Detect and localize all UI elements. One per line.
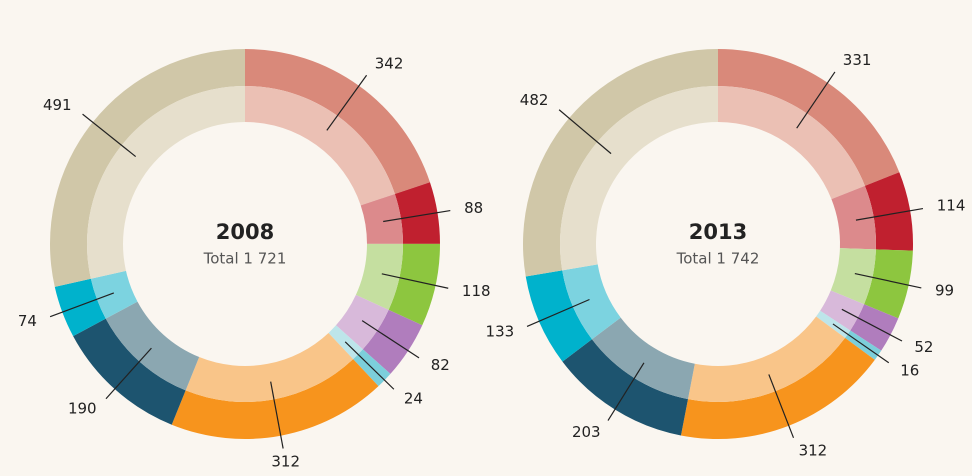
donut-inner-segment [90, 270, 138, 319]
leader-line [383, 209, 451, 223]
center-title: 2013 [689, 220, 747, 244]
center-subtitle: Total 1 742 [676, 250, 760, 268]
leader-line [832, 323, 890, 364]
leader-line [841, 308, 903, 342]
donut-outer-segment [171, 359, 379, 439]
donut-inner-segment [560, 86, 718, 271]
donut-outer-segment [73, 318, 186, 425]
leader-line [82, 113, 137, 158]
donut-outer-segment [394, 182, 440, 244]
donut-inner-segment [245, 86, 395, 206]
value-label: 24 [404, 390, 423, 408]
donut-outer-segment [388, 243, 440, 326]
donut-outer-segment [718, 49, 900, 186]
donut-outer-segment [680, 337, 875, 439]
donut-outer-segment [562, 339, 688, 436]
value-label: 133 [486, 322, 515, 340]
leader-line [558, 109, 612, 155]
donut-inner-segment [105, 301, 200, 391]
donut-outer-segment [245, 49, 430, 194]
leader-line [526, 298, 590, 327]
donut-inner-segment [185, 332, 354, 402]
value-label: 82 [431, 356, 450, 374]
leader-line [344, 341, 395, 390]
value-label: 331 [843, 51, 872, 69]
donut-outer-segment [864, 172, 914, 251]
donut-outer-segment [525, 270, 592, 362]
donut-outer-segment [523, 49, 718, 277]
leader-line [326, 74, 368, 131]
value-label: 482 [520, 91, 549, 109]
value-label: 312 [271, 453, 300, 471]
donut-outer-segment [850, 304, 899, 351]
leader-line [768, 374, 795, 439]
donut-inner-segment [335, 294, 389, 350]
value-label: 118 [462, 282, 491, 300]
leader-line [270, 381, 284, 449]
leader-line [49, 292, 115, 318]
donut-inner-segment [830, 248, 876, 305]
leader-line [607, 362, 645, 421]
value-label: 342 [375, 54, 404, 72]
donut-outer-segment [54, 278, 106, 337]
leader-line [855, 207, 924, 221]
value-label: 52 [914, 338, 933, 356]
donut-outer-segment [864, 249, 913, 319]
center-subtitle: Total 1 721 [203, 250, 287, 268]
value-label: 203 [572, 423, 601, 441]
leader-line [105, 347, 152, 400]
donut-inner-segment [591, 317, 695, 400]
value-label: 74 [18, 312, 37, 330]
center-title: 2008 [216, 220, 274, 244]
donut-outer-segment [362, 309, 423, 374]
leader-line [381, 273, 449, 289]
leader-line [854, 272, 922, 289]
value-label: 312 [799, 441, 828, 459]
donut-inner-segment [687, 316, 846, 402]
value-label: 114 [937, 197, 966, 215]
value-label: 88 [464, 199, 483, 217]
value-label: 190 [68, 400, 97, 418]
donut-inner-segment [360, 193, 403, 244]
value-label: 99 [935, 281, 954, 299]
donut-inner-segment [831, 185, 876, 250]
value-label: 491 [43, 96, 72, 114]
donut-inner-segment [87, 86, 245, 279]
value-label: 16 [900, 361, 919, 379]
donut-inner-segment [820, 290, 865, 331]
donut-outer-segment [49, 49, 245, 287]
donut-inner-segment [355, 243, 403, 310]
leader-line [361, 320, 420, 359]
leader-line [796, 71, 836, 129]
donut-inner-segment [562, 264, 621, 340]
donut-inner-segment [718, 86, 865, 200]
